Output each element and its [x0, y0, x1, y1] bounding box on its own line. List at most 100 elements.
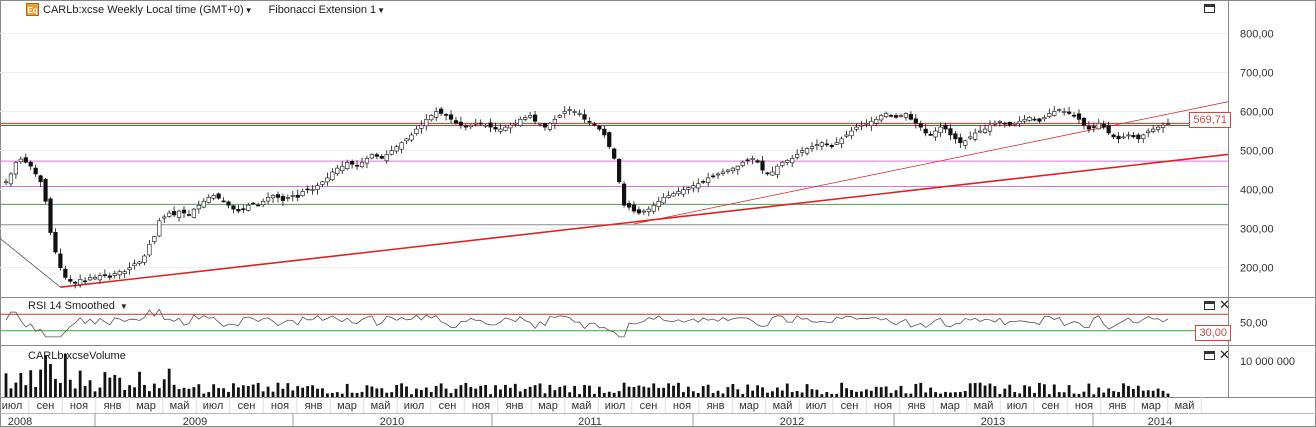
volume-bar	[24, 385, 28, 397]
volume-bar	[1077, 393, 1081, 397]
volume-bar	[454, 388, 458, 397]
candle-body	[651, 204, 656, 212]
volume-bar	[1047, 394, 1051, 397]
x-month-label: май	[572, 400, 592, 412]
volume-bar	[415, 388, 418, 397]
volume-bar	[29, 370, 33, 397]
volume-bar	[711, 392, 715, 397]
volume-bar	[884, 386, 888, 397]
volume-bar	[1112, 391, 1116, 397]
candle-body	[636, 209, 642, 214]
candle-body	[92, 277, 98, 280]
volume-bar	[810, 389, 814, 397]
maximize-volume-icon[interactable]	[1204, 351, 1215, 360]
volume-bar	[1161, 390, 1165, 397]
candle-body	[745, 159, 750, 162]
volume-bar	[508, 387, 512, 397]
x-month-label: ноя	[472, 400, 490, 412]
candle-body	[1086, 126, 1091, 130]
volume-bar	[820, 394, 824, 397]
candle-body	[607, 132, 612, 147]
candle-body	[1042, 117, 1047, 120]
volume-bar	[266, 386, 270, 397]
candle-body	[498, 128, 503, 132]
volume-bar	[805, 384, 809, 397]
volume-bar	[869, 390, 873, 397]
candle-body	[725, 169, 731, 172]
volume-bar	[360, 391, 364, 397]
volume-bar	[395, 385, 399, 397]
volume-bar	[602, 392, 606, 397]
maximize-main-icon[interactable]	[1204, 4, 1215, 13]
volume-bar	[9, 388, 13, 397]
volume-bar	[963, 391, 967, 397]
candle-body	[770, 171, 775, 176]
close-rsi-icon[interactable]: ✕	[1219, 297, 1230, 312]
volume-bar	[400, 383, 403, 397]
candle-body	[122, 271, 127, 274]
volume-bar	[790, 392, 794, 397]
candle-body	[933, 130, 938, 138]
candle-body	[181, 209, 187, 214]
volume-bar	[330, 393, 334, 397]
x-year-label: 2013	[981, 416, 1005, 427]
volume-bar	[899, 385, 903, 397]
candle-body	[518, 119, 523, 126]
candle-body	[760, 160, 765, 171]
candle-body	[869, 120, 874, 127]
candle-body	[176, 210, 182, 218]
volume-bar	[123, 389, 127, 397]
candle-body	[503, 126, 508, 131]
volume-bar	[929, 387, 933, 397]
volume-tick-label: 10 000 000	[1240, 356, 1295, 368]
candle-body	[1081, 117, 1087, 126]
instrument-icon[interactable]: Eq	[26, 3, 39, 16]
study-menu[interactable]: Fibonacci Extension 1▼	[269, 4, 386, 16]
candle-body	[112, 273, 117, 276]
candle-body	[1156, 126, 1161, 130]
volume-bar	[296, 386, 300, 397]
volume-bar	[19, 372, 23, 397]
rsi-label: RSI 14 Smoothed	[28, 300, 115, 312]
volume-bar	[276, 382, 280, 397]
volume-bar	[627, 386, 631, 397]
volume-bar	[1042, 384, 1046, 397]
volume-bar	[800, 392, 804, 397]
candle-body	[186, 214, 192, 216]
candle-body	[706, 177, 711, 183]
candle-body	[3, 181, 9, 184]
volume-bar	[419, 389, 423, 397]
x-month-label: ноя	[874, 400, 892, 412]
x-month-label: янв	[1109, 400, 1127, 412]
volume-bar	[855, 391, 858, 397]
candle-body	[389, 150, 394, 155]
x-month-label: июл	[806, 400, 827, 412]
x-month-label: мар	[940, 400, 960, 412]
volume-bar	[405, 386, 408, 397]
volume-bar	[815, 389, 819, 397]
volume-bar	[642, 386, 646, 397]
rsi-panel-header[interactable]: RSI 14 Smoothed ▼	[28, 300, 128, 312]
candle-body	[602, 128, 607, 136]
volume-bar	[434, 385, 438, 397]
candle-body	[48, 198, 53, 233]
close-volume-icon[interactable]: ✕	[1219, 347, 1230, 362]
candle-body	[38, 175, 43, 183]
candle-body	[374, 154, 379, 157]
candle-body	[567, 109, 572, 111]
candle-body	[513, 122, 518, 125]
maximize-rsi-icon[interactable]	[1204, 301, 1215, 310]
volume-bar	[518, 391, 522, 397]
candle-body	[523, 117, 528, 120]
candle-body	[483, 124, 488, 127]
volume-bar	[197, 384, 201, 397]
x-month-label: май	[773, 400, 793, 412]
volume-bar	[1087, 383, 1091, 397]
instrument-menu[interactable]: CARLb:xcse Weekly Local time (GMT+0)▼	[43, 4, 253, 16]
volume-bar	[1038, 382, 1041, 397]
volume-bar	[667, 383, 670, 397]
candle-body	[1106, 124, 1111, 134]
candle-body	[908, 114, 913, 120]
candle-body	[799, 150, 805, 153]
candle-body	[755, 160, 760, 163]
